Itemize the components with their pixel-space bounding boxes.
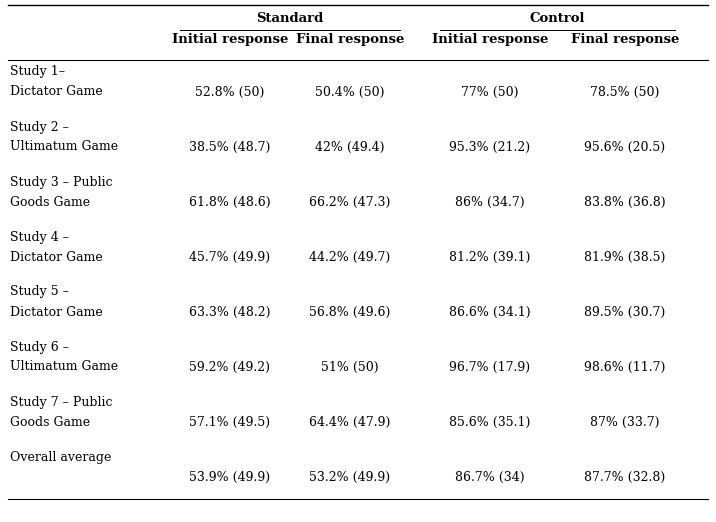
Text: 98.6% (11.7): 98.6% (11.7)	[584, 361, 666, 374]
Text: Study 4 –: Study 4 –	[10, 231, 69, 243]
Text: 52.8% (50): 52.8% (50)	[195, 86, 265, 99]
Text: Final response: Final response	[571, 33, 679, 46]
Text: Ultimatum Game: Ultimatum Game	[10, 361, 118, 374]
Text: 86.7% (34): 86.7% (34)	[455, 470, 525, 483]
Text: 85.6% (35.1): 85.6% (35.1)	[450, 416, 531, 429]
Text: 83.8% (36.8): 83.8% (36.8)	[584, 196, 666, 208]
Text: Dictator Game: Dictator Game	[10, 305, 103, 318]
Text: Study 3 – Public: Study 3 – Public	[10, 175, 112, 188]
Text: Study 6 –: Study 6 –	[10, 340, 69, 353]
Text: Study 1–: Study 1–	[10, 65, 65, 78]
Text: Initial response: Initial response	[432, 33, 548, 46]
Text: 45.7% (49.9): 45.7% (49.9)	[190, 251, 271, 264]
Text: 51% (50): 51% (50)	[321, 361, 379, 374]
Text: 66.2% (47.3): 66.2% (47.3)	[309, 196, 391, 208]
Text: 81.9% (38.5): 81.9% (38.5)	[584, 251, 666, 264]
Text: 56.8% (49.6): 56.8% (49.6)	[309, 305, 391, 318]
Text: 95.3% (21.2): 95.3% (21.2)	[450, 140, 531, 153]
Text: 42% (49.4): 42% (49.4)	[315, 140, 384, 153]
Text: 57.1% (49.5): 57.1% (49.5)	[190, 416, 271, 429]
Text: 81.2% (39.1): 81.2% (39.1)	[450, 251, 531, 264]
Text: 78.5% (50): 78.5% (50)	[590, 86, 659, 99]
Text: 96.7% (17.9): 96.7% (17.9)	[450, 361, 531, 374]
Text: 50.4% (50): 50.4% (50)	[315, 86, 384, 99]
Text: 59.2% (49.2): 59.2% (49.2)	[190, 361, 271, 374]
Text: 86% (34.7): 86% (34.7)	[455, 196, 525, 208]
Text: 61.8% (48.6): 61.8% (48.6)	[189, 196, 271, 208]
Text: Final response: Final response	[296, 33, 405, 46]
Text: 53.9% (49.9): 53.9% (49.9)	[190, 470, 271, 483]
Text: 63.3% (48.2): 63.3% (48.2)	[189, 305, 271, 318]
Text: 44.2% (49.7): 44.2% (49.7)	[309, 251, 391, 264]
Text: Goods Game: Goods Game	[10, 416, 90, 429]
Text: Study 7 – Public: Study 7 – Public	[10, 396, 112, 409]
Text: Control: Control	[530, 11, 585, 25]
Text: 77% (50): 77% (50)	[461, 86, 519, 99]
Text: 87.7% (32.8): 87.7% (32.8)	[584, 470, 666, 483]
Text: Dictator Game: Dictator Game	[10, 86, 103, 99]
Text: 89.5% (30.7): 89.5% (30.7)	[584, 305, 666, 318]
Text: Standard: Standard	[256, 11, 324, 25]
Text: 64.4% (47.9): 64.4% (47.9)	[309, 416, 391, 429]
Text: Dictator Game: Dictator Game	[10, 251, 103, 264]
Text: 53.2% (49.9): 53.2% (49.9)	[309, 470, 390, 483]
Text: 87% (33.7): 87% (33.7)	[590, 416, 659, 429]
Text: Overall average: Overall average	[10, 450, 112, 464]
Text: Initial response: Initial response	[172, 33, 288, 46]
Text: Ultimatum Game: Ultimatum Game	[10, 140, 118, 153]
Text: 38.5% (48.7): 38.5% (48.7)	[189, 140, 271, 153]
Text: Goods Game: Goods Game	[10, 196, 90, 208]
Text: 86.6% (34.1): 86.6% (34.1)	[449, 305, 531, 318]
Text: Study 5 –: Study 5 –	[10, 286, 69, 299]
Text: Study 2 –: Study 2 –	[10, 121, 69, 134]
Text: 95.6% (20.5): 95.6% (20.5)	[584, 140, 666, 153]
